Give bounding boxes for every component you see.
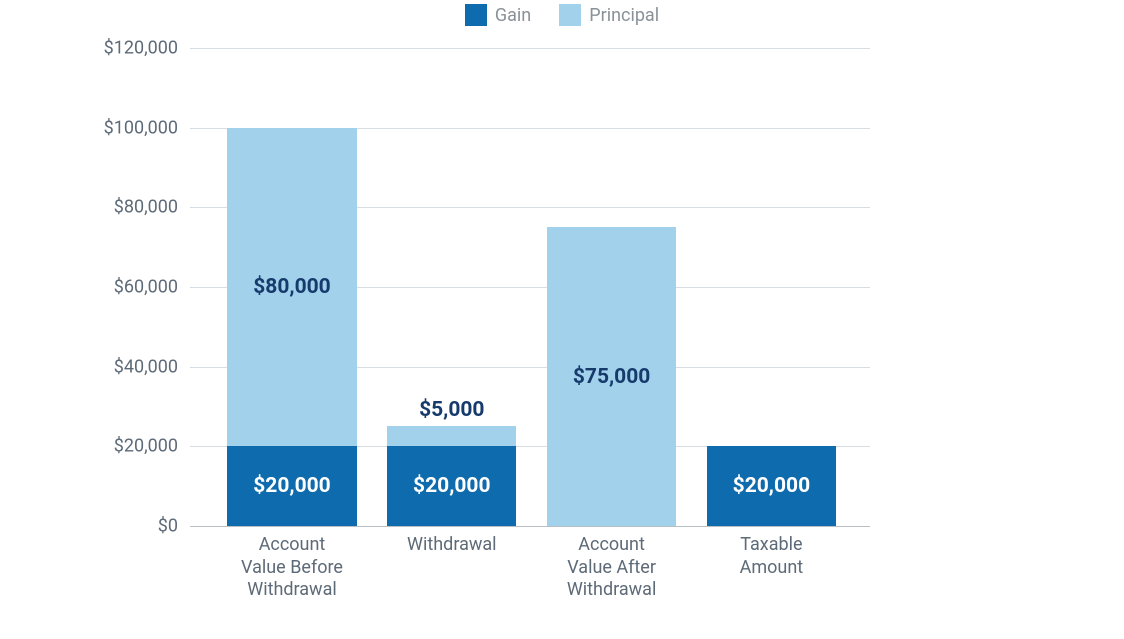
bar-value-label: $20,000 <box>707 474 836 498</box>
x-tick-label: Account Value Before Withdrawal <box>212 534 372 602</box>
x-tick-label: Withdrawal <box>372 534 532 557</box>
y-tick-label: $100,000 <box>104 117 190 138</box>
x-tick-label: Taxable Amount <box>691 534 851 579</box>
stacked-bar-chart: Gain Principal $0$20,000$40,000$60,000$8… <box>0 0 1124 639</box>
bar-group: $20,000 $5,000 <box>387 48 516 526</box>
bar-value-label: $20,000 <box>387 474 516 498</box>
y-tick-label: $60,000 <box>114 277 190 298</box>
bar-value-label: $75,000 <box>547 365 676 389</box>
bar-segment-principal <box>387 426 516 446</box>
bar-group: $75,000 <box>547 48 676 526</box>
y-tick-label: $20,000 <box>114 436 190 457</box>
y-tick-label: $0 <box>158 516 190 537</box>
plot-area: $0$20,000$40,000$60,000$80,000$100,000$1… <box>190 48 870 526</box>
legend-label: Gain <box>495 5 531 26</box>
bar-value-label: $5,000 <box>387 398 516 422</box>
legend-item-gain: Gain <box>465 4 531 26</box>
bar-group: $20,000 $80,000 <box>227 48 356 526</box>
x-tick-label: Account Value After Withdrawal <box>532 534 692 602</box>
legend-swatch-principal <box>559 4 581 26</box>
bar-value-label: $80,000 <box>227 275 356 299</box>
y-tick-label: $80,000 <box>114 197 190 218</box>
legend-label: Principal <box>589 5 659 26</box>
legend-swatch-gain <box>465 4 487 26</box>
y-tick-label: $120,000 <box>104 38 190 59</box>
grid-line <box>190 526 870 527</box>
bar-group: $20,000 <box>707 48 836 526</box>
legend: Gain Principal <box>0 0 1124 26</box>
legend-item-principal: Principal <box>559 4 659 26</box>
bars: $20,000 $80,000 $20,000 $5,000 $75,000 $20,00… <box>190 48 870 526</box>
bar-value-label: $20,000 <box>227 474 356 498</box>
y-tick-label: $40,000 <box>114 356 190 377</box>
